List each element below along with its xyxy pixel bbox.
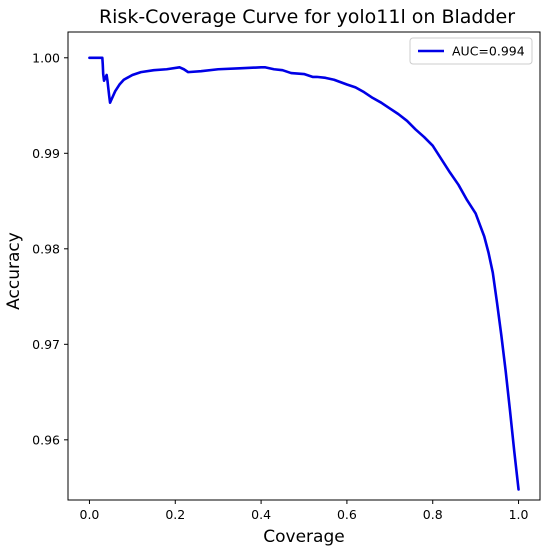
series-line <box>88 56 520 491</box>
y-tick-label: 0.99 <box>32 146 60 161</box>
legend-label: AUC=0.994 <box>452 44 525 59</box>
y-tick-label: 0.96 <box>32 432 60 447</box>
x-tick-label: 1.0 <box>509 507 529 522</box>
legend-box <box>409 37 533 65</box>
y-tick-label: 0.98 <box>32 241 60 256</box>
chart-title: Risk-Coverage Curve for yolo11l on Bladd… <box>99 6 515 28</box>
y-axis-label: Accuracy <box>4 232 24 310</box>
series-lines <box>88 56 520 491</box>
y-tick-label: 0.97 <box>32 337 60 352</box>
axis-ticks: 0.0 0.2 0.4 0.6 0.8 1.0 0.96 0.97 0.98 0.99 1.00 <box>32 50 528 522</box>
plot-area <box>67 31 541 501</box>
y-tick-label: 1.00 <box>32 50 60 65</box>
x-tick-label: 0.6 <box>337 507 357 522</box>
x-tick-label: 0.4 <box>251 507 271 522</box>
x-tick-label: 0.2 <box>165 507 185 522</box>
plot-frame <box>67 31 541 501</box>
x-axis-label: Coverage <box>263 527 344 547</box>
x-tick-label: 0.8 <box>423 507 443 522</box>
x-tick-label: 0.0 <box>80 507 100 522</box>
legend: AUC=0.994 <box>409 37 533 65</box>
